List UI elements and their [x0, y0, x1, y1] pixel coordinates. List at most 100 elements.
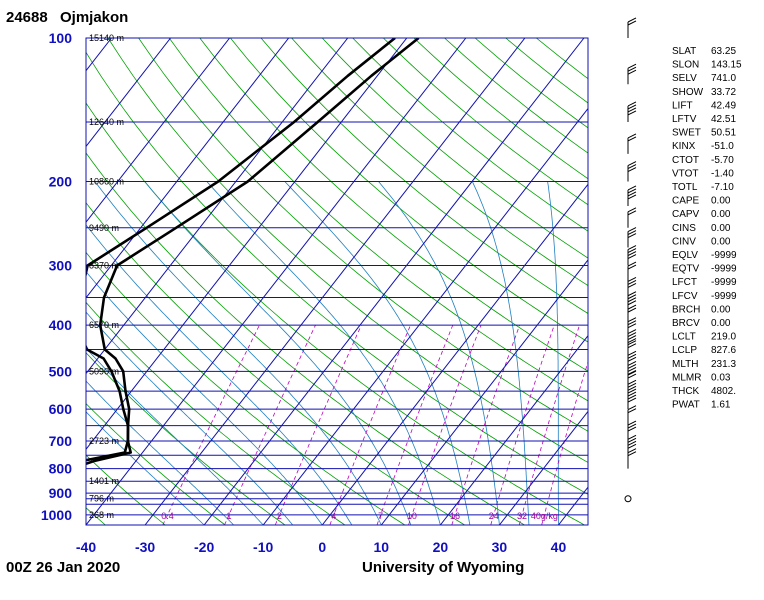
wind-barb-flag [627, 397, 637, 403]
wind-barb-flag [627, 329, 637, 334]
index-name: BRCV [672, 318, 700, 329]
wind-barb-flag [627, 323, 637, 329]
wind-barb-flag [627, 191, 637, 197]
pressure-tick-label: 400 [49, 317, 73, 333]
index-name: CINS [672, 223, 696, 234]
height-label: 796 m [89, 494, 114, 504]
index-name: CTOT [672, 155, 699, 166]
index-value: -9999 [711, 250, 737, 261]
pressure-tick-label: 300 [49, 258, 73, 274]
temperature-tick-label: 30 [492, 539, 508, 555]
wind-barb-flag [627, 185, 637, 191]
wind-barb-flag [627, 426, 637, 432]
isotherm-line [380, 259, 588, 525]
index-name: EQLV [672, 250, 698, 261]
wind-barb-flag [627, 107, 637, 113]
station-name: Ojmjakon [60, 9, 128, 26]
wind-barb-flag [627, 320, 637, 326]
temperature-tick-label: 40 [551, 539, 567, 555]
index-value: 63.25 [711, 46, 736, 57]
wind-barb-flag [627, 405, 637, 411]
mixing-ratio-line [162, 324, 260, 525]
dry-adiabat-line [86, 507, 106, 525]
wind-barb-flag [627, 369, 637, 375]
index-value: 4802. [711, 386, 736, 397]
wind-barb-flag [627, 317, 637, 323]
pressure-tick-label: 600 [49, 401, 73, 417]
wind-barb-flag [627, 69, 637, 75]
index-name: CAPV [672, 209, 700, 220]
index-name: BRCH [672, 304, 700, 315]
dry-adiabat-line [230, 38, 588, 343]
index-value: 143.15 [711, 60, 742, 71]
height-label: 1401 m [89, 476, 119, 486]
wind-barb-flag [627, 104, 637, 110]
mixing-ratio-label: 16 [450, 511, 460, 521]
wind-barb-flag [627, 343, 637, 349]
mixing-ratio-lines [162, 324, 588, 525]
isotherm-line [0, 38, 52, 525]
temperature-tick-label: -40 [76, 539, 96, 555]
pressure-tick-label: 1000 [41, 507, 72, 523]
wind-barb-flag [627, 254, 637, 259]
isotherm-line [203, 38, 585, 525]
index-name: SLON [672, 60, 699, 71]
height-label: 9490 m [89, 223, 119, 233]
wind-barb-flag [627, 370, 637, 376]
height-label: 12640 m [89, 117, 124, 127]
wind-barb-flag [627, 233, 637, 238]
wind-barb-flag [627, 353, 637, 359]
dry-adiabat-line [86, 202, 465, 525]
wind-barb-flag [627, 17, 637, 23]
index-name: CINV [672, 236, 696, 247]
isobars [86, 38, 588, 525]
isotherm-line [86, 38, 290, 299]
index-value: 827.6 [711, 345, 736, 356]
index-value: 741.0 [711, 73, 736, 84]
wind-barb-flag [627, 363, 637, 369]
temperature-tick-label: 0 [318, 539, 326, 555]
height-label: 8370 m [89, 261, 119, 271]
wind-barb-flag [627, 385, 637, 391]
dry-adiabat-line [199, 38, 588, 372]
index-value: -51.0 [711, 141, 734, 152]
index-value: -9999 [711, 277, 737, 288]
index-value: 0.00 [711, 223, 731, 234]
observation-time: 00Z 26 Jan 2020 [6, 559, 120, 576]
index-value: 42.49 [711, 100, 736, 111]
moist-adiabat-line [86, 271, 323, 525]
wind-barb-flag [627, 423, 637, 429]
wind-barb-flag [627, 194, 637, 200]
dry-adiabat-line [86, 51, 588, 495]
wind-barb-flag [627, 434, 637, 440]
stability-indices: SLAT 63.25 SLON 143.15 SELV 741.0 SHOW 33.72 LIF… [672, 46, 742, 411]
moist-adiabat-line [547, 181, 559, 525]
wind-barbs [624, 17, 637, 503]
wind-barb-flag [627, 294, 637, 300]
index-value: 50.51 [711, 128, 736, 139]
wind-barb-flag [627, 248, 637, 253]
moist-adiabat-line [378, 181, 500, 525]
wind-barb-flag [627, 356, 637, 362]
index-name: LFTV [672, 114, 697, 125]
index-name: SWET [672, 128, 701, 139]
height-label: 5090 m [89, 366, 119, 376]
wind-barb-flag [627, 110, 637, 116]
height-label: 2723 m [89, 436, 119, 446]
mixing-ratio-line [376, 324, 454, 525]
isotherm-line [144, 38, 526, 525]
height-label: 6570 m [89, 320, 119, 330]
mixing-ratio-line [224, 324, 316, 525]
wind-barb-flag [627, 277, 637, 282]
moist-adiabats [86, 181, 559, 525]
mixing-ratio-label: 7 [378, 511, 383, 521]
wind-barb-flag [627, 408, 637, 414]
isotherm-line [86, 38, 171, 148]
moist-adiabat-line [206, 181, 441, 525]
wind-barb-flag [627, 291, 637, 297]
plot-frame [85, 37, 589, 526]
moist-adiabat-line [86, 224, 353, 525]
isotherms [0, 38, 588, 525]
wind-barb-flag [627, 136, 637, 142]
